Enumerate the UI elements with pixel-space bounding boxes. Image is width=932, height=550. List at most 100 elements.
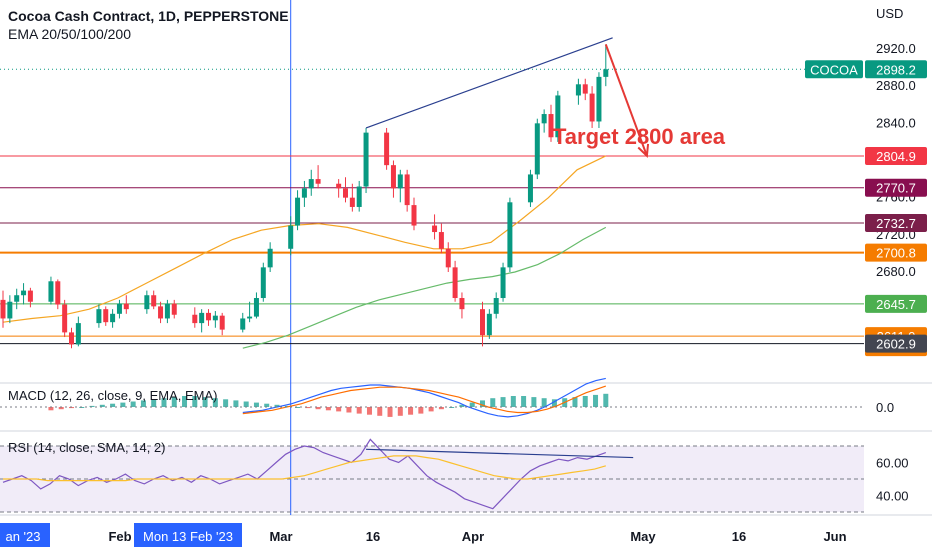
price-tick-label: 2680.0 (876, 264, 916, 279)
time-badge-start (0, 523, 50, 547)
candle (603, 69, 609, 77)
indicator-legend: EMA 20/50/100/200 (8, 26, 131, 42)
candle (55, 281, 61, 305)
candle (575, 84, 581, 96)
candle (7, 301, 13, 319)
macd-histogram-bar (212, 398, 218, 407)
candle (404, 174, 410, 206)
macd-histogram-bar (418, 407, 424, 414)
candle (247, 316, 253, 319)
price-tick-label: 2880.0 (876, 78, 916, 93)
macd-histogram-bar (346, 407, 352, 413)
candle (555, 95, 561, 138)
macd-histogram-bar (223, 399, 229, 407)
candle (486, 313, 492, 336)
macd-histogram-bar (151, 399, 157, 407)
symbol-badge (805, 60, 863, 79)
macd-histogram-bar (408, 407, 414, 415)
candle (260, 267, 266, 299)
candle (267, 248, 273, 268)
candle (349, 197, 355, 207)
candle (151, 295, 157, 307)
candle (384, 132, 390, 166)
candle (493, 298, 499, 314)
candle (500, 267, 506, 299)
candle (164, 303, 170, 319)
macd-histogram-bar (120, 402, 126, 407)
candle (48, 281, 54, 302)
macd-histogram-bar (582, 396, 588, 407)
rsi-tick-label: 60.00 (876, 456, 909, 471)
macd-histogram-bar (387, 407, 393, 417)
candle (301, 188, 307, 198)
signal-line (242, 385, 606, 415)
macd-histogram-bar (253, 402, 259, 407)
resistance-trendline (365, 37, 613, 129)
macd-histogram-bar (315, 407, 321, 410)
macd-histogram-bar (233, 400, 239, 407)
price-badge (865, 334, 927, 353)
macd-histogram-bar (377, 407, 383, 416)
price-badge (865, 214, 927, 233)
candle (240, 318, 246, 330)
currency-label: USD (876, 6, 904, 21)
candle (103, 309, 109, 323)
macd-histogram-bar (490, 398, 496, 407)
candle (158, 306, 164, 319)
macd-histogram-bar (171, 397, 177, 407)
macd-zero-label: 0.0 (876, 400, 894, 415)
price-badge (865, 243, 927, 262)
macd-histogram-bar (356, 407, 362, 414)
candle (62, 304, 68, 333)
target-arrow (604, 44, 648, 157)
candle (171, 303, 177, 315)
arrow-head (637, 143, 650, 159)
macd-histogram-bar (366, 407, 372, 415)
crosshair-time-label: Mon 13 Feb '23 (143, 529, 233, 544)
candle (206, 312, 211, 321)
macd-histogram-bar (69, 407, 74, 409)
macd-histogram-bar (593, 394, 599, 407)
candle (96, 309, 102, 324)
candle (295, 197, 301, 226)
macd-histogram-bar (130, 401, 136, 407)
candle (397, 174, 403, 189)
candle (315, 179, 321, 184)
candle (27, 290, 33, 302)
candle (14, 295, 20, 302)
macd-histogram-bar (459, 404, 465, 407)
macd-histogram-bar (521, 396, 527, 407)
macd-histogram-bar (202, 397, 208, 407)
macd-histogram-bar (161, 398, 167, 407)
macd-histogram-bar (58, 407, 64, 410)
macd-histogram-bar (243, 401, 249, 407)
macd-histogram-bar (572, 397, 578, 407)
candle (0, 299, 6, 319)
candle (116, 303, 122, 314)
candle (596, 76, 602, 122)
macd-histogram-bar (110, 403, 116, 407)
macd-histogram-bar (603, 393, 609, 407)
price-badge-value: 2898.2 (876, 62, 916, 77)
candle (445, 248, 451, 268)
candle (452, 267, 458, 299)
candle (363, 132, 369, 187)
price-badge (865, 294, 927, 313)
candle (527, 174, 533, 203)
candle (390, 165, 396, 189)
time-label: Feb (108, 529, 131, 544)
macd-histogram-bar (264, 403, 270, 407)
candle (308, 179, 314, 189)
candle (144, 295, 150, 310)
macd-histogram-bar (99, 404, 105, 407)
macd-histogram-bar (500, 397, 506, 407)
candle (21, 290, 27, 296)
time-label: 16 (732, 529, 746, 544)
macd-histogram-bar (551, 399, 557, 407)
candle (534, 123, 540, 175)
candle (356, 186, 362, 207)
macd-histogram-bar (295, 407, 301, 408)
price-badge-value: 2804.9 (876, 149, 916, 164)
price-tick-label: 2920.0 (876, 41, 916, 56)
